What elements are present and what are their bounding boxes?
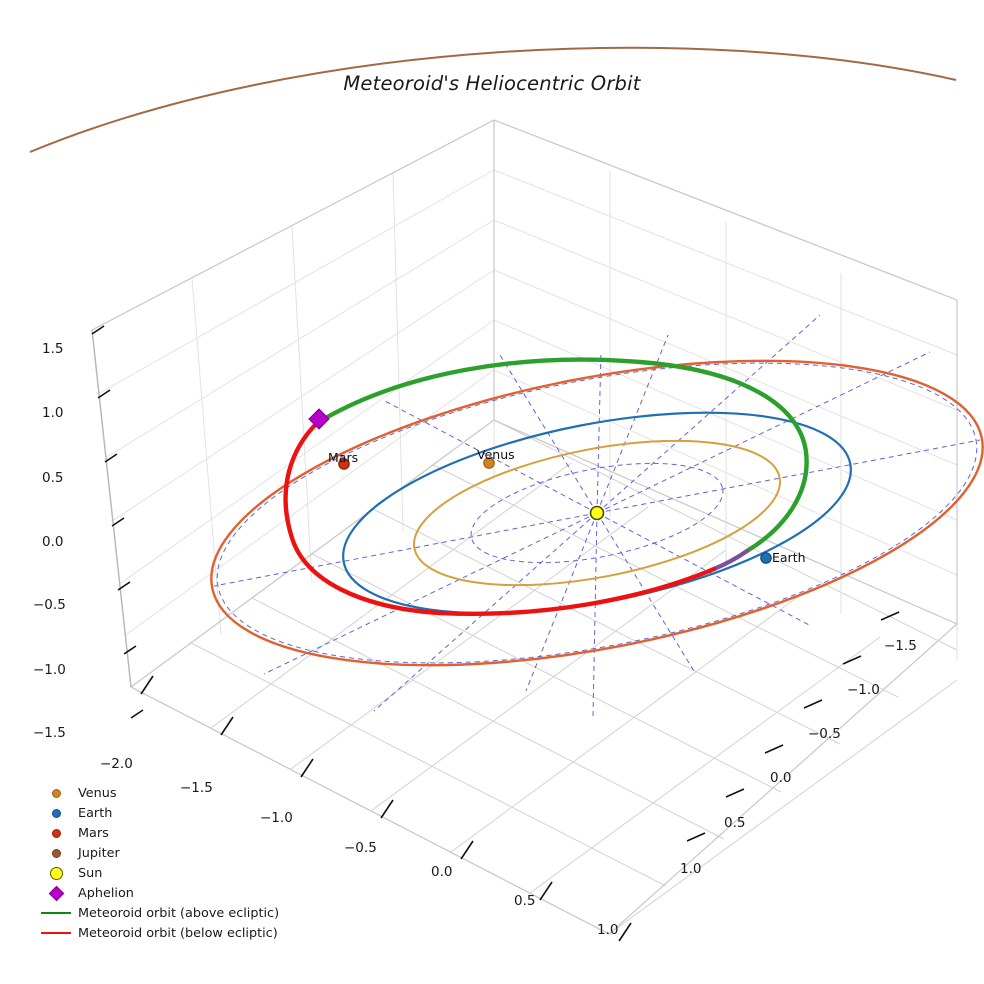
body-label-venus: Venus (477, 447, 515, 462)
mars-marker (338, 458, 350, 470)
y-axis-ticks (686, 611, 900, 842)
x-tick-label-0: −2.0 (100, 756, 133, 772)
legend-item-label: Aphelion (78, 885, 134, 901)
legend-item-mars[interactable]: Mars (34, 823, 334, 843)
y-tick-label-1: −1.0 (847, 682, 880, 698)
meteoroid-orbit-node-transition (711, 548, 750, 572)
legend-item-sun[interactable]: Sun (34, 863, 334, 883)
legend-item-meteoroid-orbit-above-ecliptic[interactable]: Meteoroid orbit (above ecliptic) (34, 903, 334, 923)
meteoroid-orbit-below-ecliptic (283, 420, 717, 617)
z-axis-spine (91, 325, 144, 719)
body-label-mars: Mars (328, 450, 359, 465)
aphelion-marker (308, 408, 330, 430)
legend-item-label: Mars (78, 825, 109, 841)
legend-item-meteoroid-orbit-below-ecliptic[interactable]: Meteoroid orbit (below ecliptic) (34, 923, 334, 943)
x-tick-label-4: 0.0 (431, 864, 453, 880)
venus-orbit (413, 439, 781, 587)
legend-key-marker (34, 843, 78, 863)
mars-orbit (210, 359, 984, 667)
earth-marker (760, 552, 772, 564)
legend-line-swatch (41, 932, 71, 934)
x-axis-ticks (140, 675, 632, 942)
z-tick-label-4: −0.5 (33, 597, 66, 613)
legend-key-marker (34, 823, 78, 843)
sun-marker (589, 505, 605, 521)
jupiter-orbit (29, 46, 957, 153)
x-tick-label-1: −1.5 (180, 780, 213, 796)
legend-line-swatch (41, 912, 71, 914)
y-tick-label-5: 1.0 (680, 861, 702, 877)
legend-item-earth[interactable]: Earth (34, 803, 334, 823)
venus-marker (483, 457, 495, 469)
y-tick-label-3: 0.0 (770, 770, 792, 786)
y-tick-label-0: −1.5 (884, 638, 917, 654)
legend-item-label: Meteoroid orbit (below ecliptic) (78, 925, 278, 941)
x-tick-label-3: −0.5 (344, 840, 377, 856)
circle-icon (49, 866, 63, 880)
legend-item-label: Sun (78, 865, 103, 881)
z-tick-label-2: 0.5 (42, 470, 64, 486)
circle-icon (51, 788, 61, 798)
circle-icon (51, 808, 61, 818)
page-title: Meteoroid's Heliocentric Orbit (343, 72, 641, 95)
legend-key-diamond (34, 883, 78, 903)
z-tick-label-3: 0.0 (42, 534, 64, 550)
x-tick-label-5: 0.5 (514, 893, 536, 909)
x-tick-label-6: 1.0 (597, 922, 619, 938)
legend-key-line (34, 923, 78, 943)
z-tick-label-5: −1.0 (33, 662, 66, 678)
legend-item-jupiter[interactable]: Jupiter (34, 843, 334, 863)
legend-key-marker (34, 803, 78, 823)
x-tick-label-2: −1.0 (260, 810, 293, 826)
legend-item-label: Jupiter (78, 845, 120, 861)
y-tick-label-2: −0.5 (808, 726, 841, 742)
legend-key-marker (34, 863, 78, 883)
diamond-icon (48, 885, 64, 901)
z-tick-label-1: 1.0 (42, 405, 64, 421)
legend: Venus Earth Mars Jupiter Sun Aphelion Meteoroi… (34, 783, 334, 943)
legend-key-line (34, 903, 78, 923)
polar-reference-grid (213, 314, 981, 718)
legend-item-aphelion[interactable]: Aphelion (34, 883, 334, 903)
legend-item-venus[interactable]: Venus (34, 783, 334, 803)
y-tick-label-4: 0.5 (724, 815, 746, 831)
z-tick-label-0: 1.5 (42, 341, 64, 357)
legend-item-label: Earth (78, 805, 113, 821)
z-tick-label-6: −1.5 (33, 725, 66, 741)
circle-icon (51, 828, 61, 838)
circle-icon (51, 848, 61, 858)
meteoroid-orbit-above-ecliptic (314, 357, 809, 554)
legend-key-marker (34, 783, 78, 803)
legend-item-label: Venus (78, 785, 117, 801)
legend-item-label: Meteoroid orbit (above ecliptic) (78, 905, 280, 921)
body-label-earth: Earth (772, 550, 806, 565)
